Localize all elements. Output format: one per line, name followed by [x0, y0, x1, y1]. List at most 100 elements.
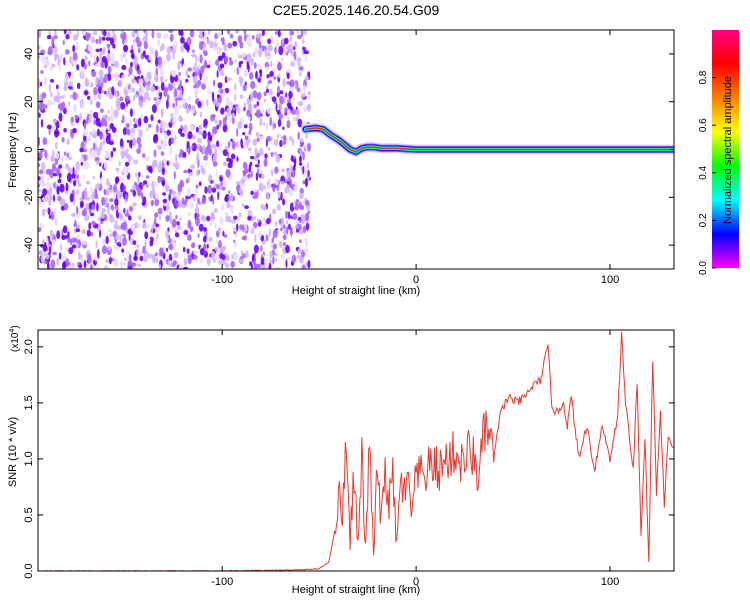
noise-blob	[153, 182, 158, 187]
noise-blob	[183, 127, 186, 134]
noise-blob	[199, 31, 203, 40]
noise-blob	[121, 64, 127, 71]
noise-blob	[177, 97, 183, 101]
noise-blob	[242, 161, 248, 170]
noise-blob	[208, 236, 213, 242]
noise-blob	[303, 106, 308, 113]
noise-blob	[110, 150, 114, 158]
noise-blob	[228, 190, 231, 195]
noise-blob	[166, 247, 168, 252]
noise-blob	[154, 49, 159, 59]
noise-blob	[295, 30, 300, 35]
noise-blob	[280, 227, 283, 232]
noise-blob	[238, 258, 244, 264]
noise-blob	[148, 97, 151, 101]
noise-blob	[224, 55, 229, 63]
noise-blob	[286, 169, 291, 178]
noise-blob	[145, 223, 150, 229]
noise-blob	[110, 112, 114, 123]
noise-blob	[171, 191, 177, 195]
noise-blob	[161, 180, 166, 187]
noise-blob	[124, 161, 130, 167]
noise-blob	[67, 231, 70, 238]
noise-blob	[110, 204, 115, 211]
noise-blob	[249, 122, 253, 132]
noise-blob	[127, 215, 132, 221]
noise-blob	[172, 50, 175, 60]
noise-blob	[102, 30, 107, 37]
noise-blob	[250, 91, 254, 101]
noise-blob	[183, 169, 189, 174]
noise-blob	[109, 233, 114, 237]
noise-blob	[227, 30, 230, 35]
noise-blob	[148, 47, 154, 55]
noise-blob	[125, 123, 130, 128]
noise-blob	[58, 164, 63, 169]
noise-blob	[173, 82, 176, 91]
noise-blob	[250, 171, 253, 178]
noise-blob	[272, 255, 275, 265]
noise-blob	[158, 214, 161, 221]
noise-blob	[132, 202, 137, 207]
noise-blob	[79, 112, 82, 121]
noise-blob	[95, 101, 101, 109]
noise-blob	[178, 115, 183, 122]
noise-blob	[88, 222, 92, 230]
noise-blob	[46, 262, 50, 269]
noise-blob	[254, 156, 258, 162]
noise-blob	[127, 73, 131, 78]
noise-blob	[106, 178, 109, 186]
noise-blob	[132, 137, 136, 144]
snr-x-tick-label: -100	[211, 576, 233, 588]
noise-blob	[147, 165, 153, 173]
noise-blob	[241, 253, 247, 259]
noise-blob	[103, 188, 106, 195]
noise-blob	[254, 47, 259, 55]
noise-blob	[183, 230, 188, 236]
noise-blob	[84, 187, 88, 196]
noise-blob	[75, 243, 80, 248]
noise-blob	[285, 259, 288, 269]
noise-blob	[199, 41, 205, 46]
noise-blob	[123, 207, 126, 214]
noise-blob	[90, 36, 96, 44]
noise-blob	[252, 138, 258, 146]
noise-blob	[126, 227, 129, 235]
noise-blob	[104, 73, 108, 78]
noise-blob	[302, 38, 305, 44]
noise-blob	[88, 132, 91, 138]
noise-blob	[151, 253, 157, 264]
noise-blob	[62, 39, 65, 46]
noise-blob	[112, 147, 117, 152]
noise-blob	[205, 74, 208, 82]
noise-blob	[105, 135, 111, 145]
noise-blob	[223, 234, 228, 238]
noise-blob	[189, 226, 194, 233]
noise-blob	[95, 240, 98, 249]
noise-blob	[75, 206, 79, 215]
noise-blob	[195, 202, 198, 212]
noise-blob	[141, 201, 146, 206]
noise-blob	[122, 178, 125, 184]
noise-blob	[253, 104, 257, 109]
noise-blob	[291, 87, 294, 93]
noise-blob	[292, 116, 296, 122]
noise-blob	[274, 46, 277, 55]
noise-blob	[224, 262, 230, 268]
noise-blob	[108, 213, 113, 219]
noise-blob	[184, 131, 187, 138]
noise-blob	[72, 51, 78, 62]
noise-blob	[160, 81, 165, 91]
noise-blob	[137, 188, 142, 197]
noise-blob	[66, 172, 72, 183]
noise-blob	[182, 151, 187, 158]
noise-blob	[211, 91, 215, 101]
noise-blob	[47, 99, 52, 106]
noise-blob	[246, 173, 251, 179]
noise-blob	[282, 224, 286, 229]
noise-blob	[44, 59, 50, 67]
noise-blob	[103, 76, 108, 84]
noise-blob	[87, 95, 91, 100]
noise-blob	[137, 68, 142, 75]
noise-blob	[240, 138, 243, 148]
